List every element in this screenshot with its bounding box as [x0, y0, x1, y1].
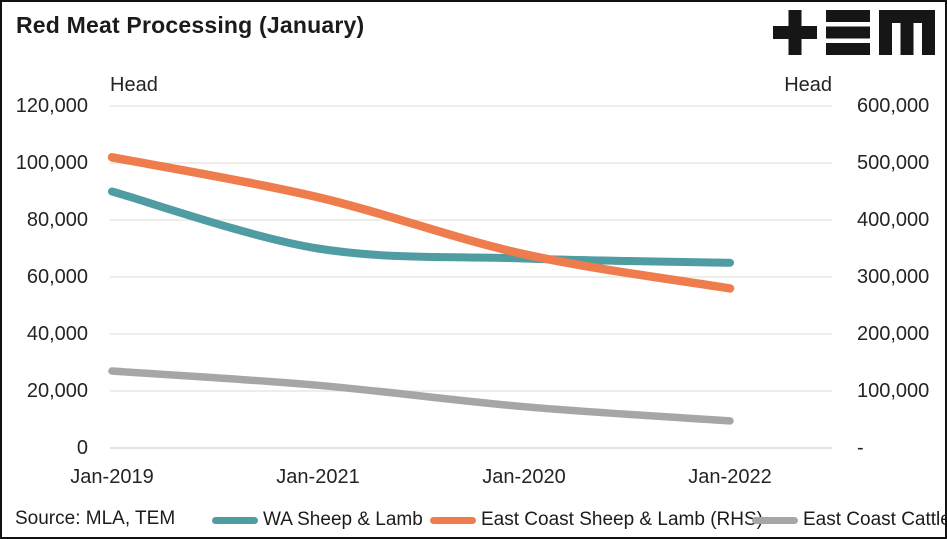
y-axis-tick-left: 20,000 [26, 380, 88, 402]
legend-item-east-coast-cattle: East Coast Cattle [752, 507, 947, 533]
legend-swatch-wa-sheep-lamb [212, 516, 258, 524]
m-icon [879, 10, 935, 55]
page-title: Red Meat Processing (January) [16, 12, 365, 38]
series-line-east-coast-sheep-lamb-rhs- [107, 153, 735, 293]
gridlines [110, 105, 832, 449]
y-axis-tick-left: 40,000 [26, 323, 88, 345]
y-axis-tick-right: 500,000 [857, 152, 930, 174]
y-axis-tick-left: 0 [76, 437, 88, 459]
x-axis-tick: Jan-2020 [482, 466, 566, 488]
left-axis-title: Head [110, 74, 158, 96]
plus-icon [773, 10, 817, 55]
x-axis-tick: Jan-2019 [70, 466, 154, 488]
y-axis-tick-right: 300,000 [857, 266, 930, 288]
legend-item-wa-sheep-lamb: WA Sheep & Lamb [212, 507, 423, 533]
y-axis-tick-left: 100,000 [15, 152, 88, 174]
y-axis-tick-right: 400,000 [857, 209, 930, 231]
legend-swatch-east-coast-cattle [752, 516, 798, 524]
x-axis-tick: Jan-2021 [276, 466, 360, 488]
series-line-wa-sheep-lamb [108, 187, 734, 267]
y-axis-tick-left: 60,000 [26, 266, 88, 288]
y-axis-tick-right: 200,000 [857, 323, 930, 345]
legend-item-east-coast-sheep-lamb: East Coast Sheep & Lamb (RHS) [430, 507, 763, 533]
x-axis-tick: Jan-2022 [688, 466, 772, 488]
legend-label: East Coast Cattle [803, 509, 947, 530]
series-line-east-coast-cattle [108, 367, 734, 425]
series-lines [107, 153, 735, 425]
tem-logo [773, 10, 935, 55]
y-axis-tick-right: 600,000 [857, 95, 930, 117]
y-axis-tick-right: - [857, 437, 864, 459]
y-axis-tick-left: 80,000 [26, 209, 88, 231]
source-note: Source: MLA, TEM [15, 508, 176, 529]
legend-label: East Coast Sheep & Lamb (RHS) [481, 509, 763, 530]
legend-swatch-east-coast-sheep-lamb [430, 516, 476, 524]
y-axis-tick-left: 120,000 [15, 95, 88, 117]
y-axis-tick-right: 100,000 [857, 380, 930, 402]
triple-bar-icon [826, 10, 870, 55]
right-axis-title: Head [784, 74, 832, 96]
legend-label: WA Sheep & Lamb [263, 509, 423, 530]
